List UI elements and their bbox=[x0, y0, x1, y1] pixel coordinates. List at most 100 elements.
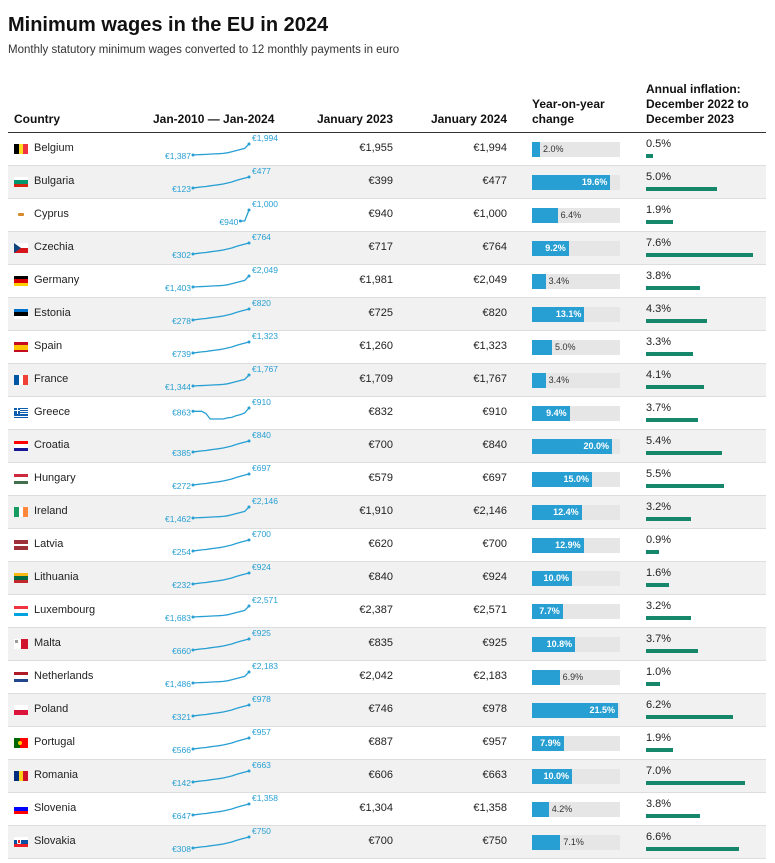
sparkline-end-dot bbox=[247, 142, 251, 146]
country-name: Portugal bbox=[34, 736, 75, 748]
yoy-bar-track: 19.6% bbox=[532, 175, 620, 190]
sparkline: €385 €840 bbox=[172, 430, 271, 458]
sparkline-start-label: €321 bbox=[172, 712, 191, 722]
slovakia-flag-icon bbox=[14, 837, 28, 847]
yoy-bar bbox=[532, 406, 570, 421]
sparkline-path bbox=[192, 539, 250, 552]
country-name: Estonia bbox=[34, 307, 71, 319]
inflation-label: 1.0% bbox=[646, 666, 672, 678]
inflation-bar bbox=[646, 781, 745, 785]
inflation-label: 5.0% bbox=[646, 171, 672, 183]
yoy-bar bbox=[532, 835, 561, 850]
sparkline: €321 €978 bbox=[172, 694, 271, 722]
germany-flag-icon bbox=[14, 276, 28, 286]
sparkline-path bbox=[192, 572, 250, 585]
sparkline-start-dot bbox=[191, 285, 195, 289]
header-trend: Jan-2010 — Jan-2024 bbox=[153, 112, 275, 126]
value-jan2023: €840 bbox=[368, 571, 393, 583]
header-jan2024: January 2024 bbox=[430, 112, 507, 126]
sparkline-end-label: €910 bbox=[252, 397, 271, 407]
sparkline-end-label: €1,994 bbox=[252, 133, 278, 143]
sparkline-path bbox=[192, 341, 250, 354]
yoy-bar bbox=[532, 373, 546, 388]
yoy-bar-track: 12.9% bbox=[532, 538, 620, 553]
country-name: France bbox=[34, 373, 69, 385]
value-jan2024: €1,358 bbox=[473, 802, 507, 814]
country-name: Slovenia bbox=[34, 802, 77, 814]
yoy-bar-track: 13.1% bbox=[532, 307, 620, 322]
sparkline-path bbox=[192, 176, 250, 189]
inflation-label: 3.7% bbox=[646, 402, 672, 414]
sparkline-end-label: €1,000 bbox=[252, 199, 278, 209]
sparkline-start-dot bbox=[191, 813, 195, 817]
yoy-bar-track: 6.4% bbox=[532, 208, 620, 223]
yoy-label: 2.0% bbox=[543, 144, 564, 154]
sparkline-end-dot bbox=[247, 406, 251, 410]
sparkline-start-dot bbox=[191, 780, 195, 784]
value-jan2023: €2,387 bbox=[359, 604, 393, 616]
value-jan2023: €2,042 bbox=[359, 670, 393, 682]
inflation-label: 0.5% bbox=[646, 138, 672, 150]
bulgaria-flag-icon bbox=[14, 177, 28, 187]
estonia-flag-icon bbox=[14, 309, 28, 319]
header-country: Country bbox=[14, 112, 60, 126]
sparkline-path bbox=[192, 440, 250, 453]
spain-flag-icon bbox=[14, 342, 28, 352]
yoy-bar-track: 2.0% bbox=[532, 142, 620, 157]
sparkline-start-dot bbox=[191, 186, 195, 190]
inflation-bar bbox=[646, 748, 673, 752]
yoy-label: 12.9% bbox=[555, 540, 581, 550]
inflation-label: 4.1% bbox=[646, 369, 672, 381]
value-jan2023: €835 bbox=[368, 637, 393, 649]
inflation-bar bbox=[646, 814, 700, 818]
sparkline-end-label: €477 bbox=[252, 166, 271, 176]
country-name: Cyprus bbox=[34, 208, 69, 220]
inflation-label: 3.2% bbox=[646, 501, 672, 513]
country-name: Malta bbox=[34, 637, 61, 649]
yoy-label: 21.5% bbox=[589, 705, 615, 715]
sparkline: €1,387 €1,994 bbox=[165, 133, 278, 161]
sparkline: €123 €477 bbox=[172, 166, 271, 194]
yoy-bar bbox=[532, 670, 560, 685]
slovenia-flag-icon bbox=[14, 804, 28, 814]
sparkline-path bbox=[192, 638, 250, 651]
sparkline: €308 €750 bbox=[172, 826, 271, 854]
value-jan2024: €697 bbox=[482, 472, 507, 484]
sparkline: €1,683 €2,571 bbox=[165, 595, 278, 623]
value-jan2023: €620 bbox=[368, 538, 393, 550]
sparkline-start-label: €739 bbox=[172, 349, 191, 359]
yoy-bar-track: 20.0% bbox=[532, 439, 620, 454]
sparkline: €739 €1,323 bbox=[172, 331, 278, 359]
inflation-label: 3.7% bbox=[646, 633, 672, 645]
yoy-bar-track: 10.0% bbox=[532, 571, 620, 586]
country-name: Germany bbox=[34, 274, 80, 286]
sparkline-end-dot bbox=[247, 472, 251, 476]
sparkline-end-label: €764 bbox=[252, 232, 271, 242]
value-jan2024: €1,323 bbox=[473, 340, 507, 352]
inflation-bar bbox=[646, 517, 692, 521]
header-divider bbox=[8, 132, 766, 133]
value-jan2024: €2,049 bbox=[473, 274, 507, 286]
inflation-bar bbox=[646, 253, 754, 257]
value-jan2023: €1,304 bbox=[359, 802, 393, 814]
table-row: Lithuania €232 €924 €840 €924 10.0% 1.6% bbox=[8, 562, 766, 595]
sparkline-start-dot bbox=[191, 450, 195, 454]
inflation-label: 1.9% bbox=[646, 204, 672, 216]
yoy-label: 5.0% bbox=[555, 342, 576, 352]
table-row: Netherlands €1,486 €2,183 €2,042 €2,183 6.9% 1… bbox=[8, 661, 766, 694]
sparkline: €1,403 €2,049 bbox=[165, 265, 278, 293]
inflation-bar bbox=[646, 583, 669, 587]
poland-flag-icon bbox=[14, 705, 28, 715]
sparkline-end-dot bbox=[247, 769, 251, 773]
inflation-label: 5.4% bbox=[646, 435, 672, 447]
inflation-bar bbox=[646, 418, 699, 422]
yoy-label: 9.4% bbox=[546, 408, 567, 418]
netherlands-flag-icon bbox=[14, 672, 28, 682]
sparkline-end-label: €697 bbox=[252, 463, 271, 473]
sparkline-end-dot bbox=[247, 538, 251, 542]
yoy-bar-track: 9.2% bbox=[532, 241, 620, 256]
inflation-label: 3.8% bbox=[646, 798, 672, 810]
yoy-bar-track: 10.0% bbox=[532, 769, 620, 784]
sparkline-path bbox=[192, 308, 250, 321]
table-row: Poland €321 €978 €746 €978 21.5% 6.2% bbox=[8, 694, 766, 727]
